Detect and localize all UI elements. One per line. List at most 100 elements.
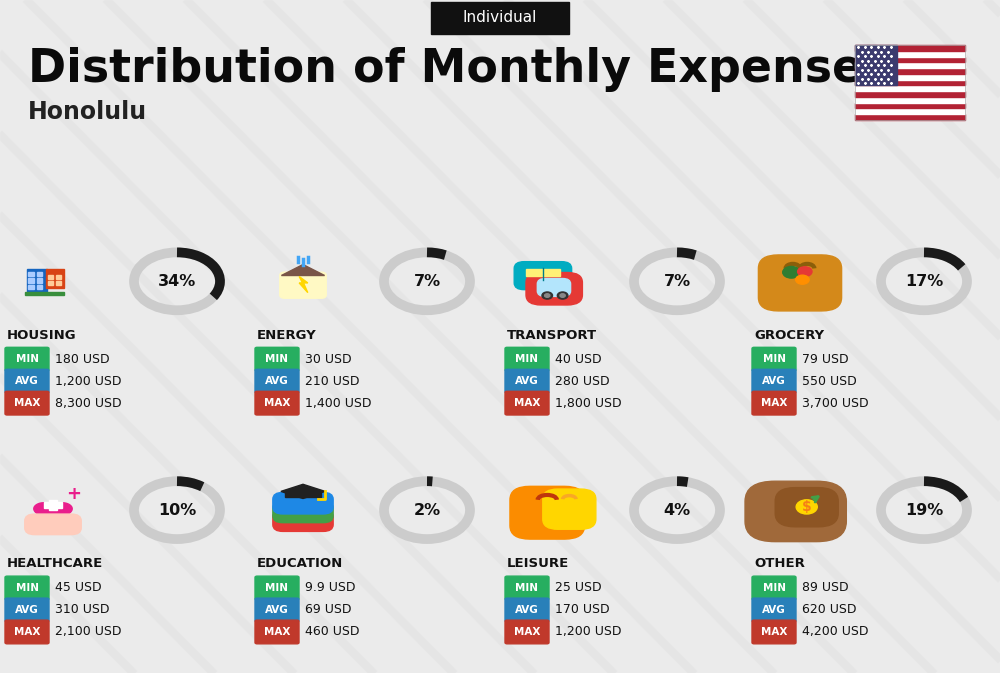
FancyBboxPatch shape — [505, 620, 549, 644]
Text: Distribution of Monthly Expenses: Distribution of Monthly Expenses — [28, 48, 890, 92]
Text: 25 USD: 25 USD — [555, 581, 602, 594]
Bar — [37, 272, 42, 277]
Text: 310 USD: 310 USD — [55, 604, 110, 616]
FancyBboxPatch shape — [505, 391, 549, 415]
Bar — [855, 114, 965, 120]
FancyBboxPatch shape — [537, 279, 571, 296]
Bar — [28, 285, 34, 289]
Text: MIN: MIN — [266, 354, 288, 364]
Text: AVG: AVG — [265, 605, 289, 615]
Circle shape — [560, 293, 565, 297]
Text: 1,200 USD: 1,200 USD — [555, 625, 622, 639]
Circle shape — [545, 293, 550, 297]
Bar — [49, 500, 57, 510]
Text: 7%: 7% — [413, 274, 441, 289]
Text: +: + — [66, 485, 81, 503]
Text: 4,200 USD: 4,200 USD — [802, 625, 868, 639]
Bar — [28, 272, 34, 277]
Text: MAX: MAX — [264, 627, 290, 637]
FancyBboxPatch shape — [280, 272, 326, 298]
Bar — [285, 491, 321, 497]
Bar — [855, 97, 965, 103]
Bar — [48, 281, 53, 285]
Text: 89 USD: 89 USD — [802, 581, 849, 594]
FancyBboxPatch shape — [752, 598, 796, 622]
FancyBboxPatch shape — [25, 514, 81, 534]
Bar — [46, 269, 64, 288]
Circle shape — [798, 267, 812, 277]
FancyBboxPatch shape — [775, 488, 838, 527]
FancyBboxPatch shape — [752, 620, 796, 644]
Text: AVG: AVG — [762, 376, 786, 386]
FancyBboxPatch shape — [5, 620, 49, 644]
Bar — [855, 57, 965, 63]
Text: 620 USD: 620 USD — [802, 604, 856, 616]
Bar — [44, 502, 62, 507]
Text: 40 USD: 40 USD — [555, 353, 602, 365]
Text: 1,200 USD: 1,200 USD — [55, 375, 122, 388]
FancyBboxPatch shape — [255, 347, 299, 371]
FancyBboxPatch shape — [752, 369, 796, 393]
Text: AVG: AVG — [515, 376, 539, 386]
Bar — [28, 279, 34, 283]
Text: 3,700 USD: 3,700 USD — [802, 396, 869, 410]
Text: Individual: Individual — [463, 11, 537, 26]
FancyBboxPatch shape — [505, 576, 549, 600]
Text: MAX: MAX — [761, 627, 787, 637]
Polygon shape — [281, 485, 325, 499]
FancyBboxPatch shape — [255, 598, 299, 622]
Text: 170 USD: 170 USD — [555, 604, 610, 616]
FancyBboxPatch shape — [273, 501, 333, 523]
Bar — [855, 68, 965, 74]
Bar — [855, 74, 965, 79]
Bar — [855, 103, 965, 108]
FancyBboxPatch shape — [752, 576, 796, 600]
Circle shape — [542, 292, 553, 299]
FancyBboxPatch shape — [752, 391, 796, 415]
FancyBboxPatch shape — [255, 620, 299, 644]
FancyBboxPatch shape — [505, 598, 549, 622]
Bar — [56, 275, 61, 279]
Text: MAX: MAX — [514, 627, 540, 637]
Text: 210 USD: 210 USD — [305, 375, 360, 388]
Circle shape — [783, 267, 800, 278]
Bar — [25, 291, 64, 295]
Text: ENERGY: ENERGY — [257, 328, 317, 342]
Text: HEALTHCARE: HEALTHCARE — [7, 557, 103, 571]
Text: Honolulu: Honolulu — [28, 100, 147, 124]
FancyBboxPatch shape — [543, 489, 596, 529]
Bar — [855, 108, 965, 114]
Text: MIN: MIN — [16, 583, 39, 593]
Text: MIN: MIN — [763, 354, 786, 364]
Text: GROCERY: GROCERY — [754, 328, 824, 342]
Text: HOUSING: HOUSING — [7, 328, 77, 342]
Text: MIN: MIN — [763, 583, 786, 593]
Text: 1,400 USD: 1,400 USD — [305, 396, 372, 410]
Polygon shape — [281, 264, 325, 275]
Text: 10%: 10% — [158, 503, 196, 518]
Text: 180 USD: 180 USD — [55, 353, 110, 365]
Text: 7%: 7% — [663, 274, 691, 289]
Text: LEISURE: LEISURE — [507, 557, 569, 571]
Text: TRANSPORT: TRANSPORT — [507, 328, 597, 342]
Text: MAX: MAX — [264, 398, 290, 408]
Circle shape — [796, 500, 817, 514]
Text: OTHER: OTHER — [754, 557, 805, 571]
FancyBboxPatch shape — [255, 369, 299, 393]
Text: 4%: 4% — [663, 503, 691, 518]
FancyBboxPatch shape — [752, 347, 796, 371]
Text: 79 USD: 79 USD — [802, 353, 849, 365]
FancyBboxPatch shape — [273, 493, 333, 514]
Bar — [526, 269, 560, 277]
FancyBboxPatch shape — [510, 487, 585, 539]
Text: 460 USD: 460 USD — [305, 625, 360, 639]
Bar — [27, 269, 47, 293]
Bar — [37, 285, 42, 289]
FancyBboxPatch shape — [5, 347, 49, 371]
Text: 8,300 USD: 8,300 USD — [55, 396, 122, 410]
Text: AVG: AVG — [15, 376, 39, 386]
Text: 550 USD: 550 USD — [802, 375, 857, 388]
Bar — [855, 79, 965, 85]
Text: MAX: MAX — [14, 627, 40, 637]
Bar — [56, 281, 61, 285]
